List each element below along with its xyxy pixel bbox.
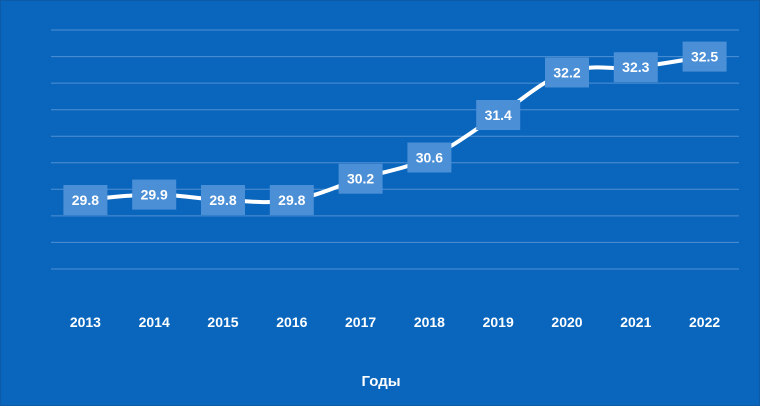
data-label: 32.5 [691,49,718,65]
x-axis-ticks: 2013 2014 2015 2016 2017 2018 2019 2020 2021 2022 [70,314,721,330]
x-axis-title: Годы [361,373,401,390]
data-labels: 29.8 29.9 29.8 29.8 30.2 30.6 31.4 32.2 32.3 32.5 [63,41,727,215]
x-tick-label: 2015 [207,314,238,330]
x-tick-label: 2022 [689,314,720,330]
data-label: 32.2 [553,65,580,81]
data-label: 30.6 [416,150,443,166]
x-tick-label: 2014 [139,314,170,330]
data-point-marker [682,41,727,72]
data-point-marker [545,57,589,88]
data-label: 29.9 [141,187,168,203]
series-line [83,54,707,205]
data-label: 29.8 [209,192,236,208]
data-label: 29.8 [278,192,305,208]
x-tick-label: 2020 [551,314,582,330]
data-point-marker [269,185,314,215]
x-tick-label: 2021 [620,314,651,330]
x-tick-label: 2018 [414,314,445,330]
data-point-marker [613,52,658,83]
data-point-marker [476,100,521,130]
data-point-marker [338,163,383,194]
data-point-marker [201,185,245,215]
data-point-marker [407,142,452,173]
x-tick-label: 2019 [483,314,514,330]
data-label: 32.3 [622,59,649,75]
data-label: 30.2 [347,171,374,187]
data-label: 31.4 [485,107,512,123]
data-point-marker [132,179,177,210]
x-tick-label: 2017 [345,314,376,330]
data-label: 29.8 [72,192,99,208]
x-tick-label: 2013 [70,314,101,330]
data-point-marker [63,185,108,215]
x-tick-label: 2016 [276,314,307,330]
